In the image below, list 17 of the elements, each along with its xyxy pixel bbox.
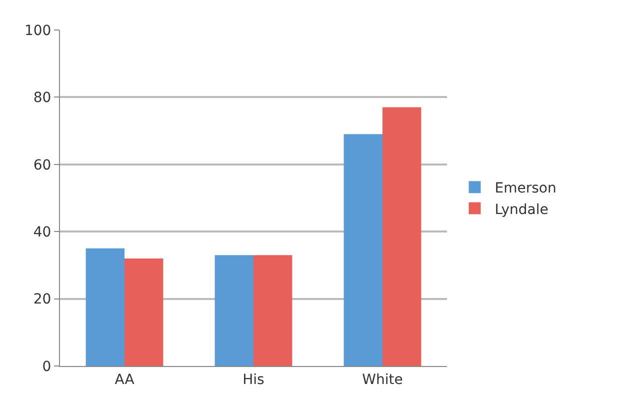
bar	[344, 134, 382, 366]
y-tick-label: 100	[24, 22, 52, 39]
x-tick-label: White	[362, 372, 403, 388]
x-tick-label: AA	[114, 372, 135, 388]
bar	[214, 255, 254, 366]
y-tick-label: 60	[33, 157, 52, 174]
bar	[124, 258, 164, 366]
bar	[86, 248, 124, 366]
y-tick-label: 0	[42, 358, 52, 375]
bar	[382, 107, 422, 366]
x-tick-label: His	[242, 372, 264, 388]
y-tick-label: 20	[33, 292, 52, 308]
legend-label: Emerson	[494, 180, 556, 197]
y-tick-label: 40	[33, 224, 52, 240]
legend-label: Lyndale	[494, 202, 548, 218]
bar	[254, 255, 292, 366]
y-tick-label: 80	[33, 90, 52, 106]
